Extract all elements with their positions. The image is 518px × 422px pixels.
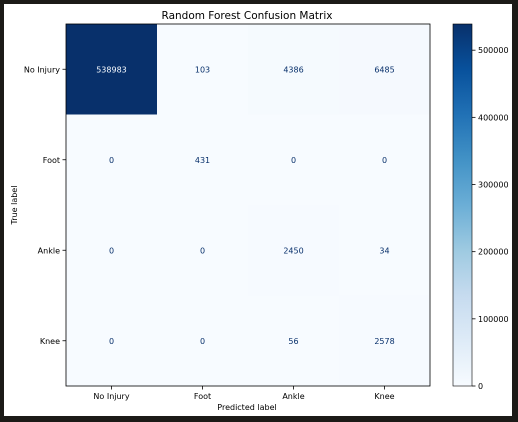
cell-value-label: 4386 xyxy=(283,65,303,74)
y-tick-label: Foot xyxy=(43,156,60,165)
cell-value-labels: 538983 103 4386 6485 0 431 0 0 0 0 2450 34 0 0 56 2578 xyxy=(96,65,394,346)
cell-value-label: 2450 xyxy=(283,246,303,255)
colorbar-ticks: 0 100000 200000 300000 400000 500000 xyxy=(472,46,509,391)
heatmap-cell xyxy=(248,295,340,387)
chart-title: Random Forest Confusion Matrix xyxy=(162,10,333,22)
y-tick-label: Ankle xyxy=(38,246,60,255)
heatmap-cell xyxy=(339,114,431,206)
y-axis-ticks: No Injury Foot Ankle Knee xyxy=(24,65,66,346)
plot-border xyxy=(65,23,431,387)
cell-value-label: 0 xyxy=(109,246,114,255)
x-axis-label: Predicted label xyxy=(217,403,276,412)
cell-value-label: 0 xyxy=(109,337,114,346)
colorbar-tick-label: 300000 xyxy=(478,181,509,190)
cell-value-label: 6485 xyxy=(374,65,394,74)
heatmap-cell xyxy=(66,24,158,115)
cell-value-label: 56 xyxy=(288,337,298,346)
heatmap-cell xyxy=(66,205,158,296)
heatmap-cell xyxy=(157,114,249,206)
cell-value-label: 0 xyxy=(291,156,296,165)
y-axis-label: True label xyxy=(10,186,19,226)
cell-value-label: 431 xyxy=(195,156,210,165)
colorbar xyxy=(452,23,473,387)
chart-figure: Random Forest Confusion Matrix 538983 103… xyxy=(4,4,512,416)
heatmap-cell xyxy=(157,24,249,115)
heatmap-cell xyxy=(248,24,340,115)
heatmap-cell xyxy=(66,295,158,387)
cell-value-label: 2578 xyxy=(374,337,394,346)
heatmap-cell xyxy=(339,295,431,387)
cell-value-label: 0 xyxy=(200,337,205,346)
x-tick-label: Ankle xyxy=(282,392,304,401)
colorbar-tick-label: 100000 xyxy=(478,315,509,324)
heatmap-cell xyxy=(248,205,340,296)
heatmap-cells xyxy=(66,24,431,387)
y-tick-label: No Injury xyxy=(24,65,60,74)
x-tick-label: Knee xyxy=(374,392,394,401)
heatmap-cell xyxy=(339,205,431,296)
heatmap-cell xyxy=(157,205,249,296)
colorbar-tick-label: 200000 xyxy=(478,248,509,257)
cell-value-label: 0 xyxy=(200,246,205,255)
x-tick-label: No Injury xyxy=(93,392,129,401)
colorbar-tick-label: 500000 xyxy=(478,46,509,55)
confusion-matrix-chart: Random Forest Confusion Matrix 538983 103… xyxy=(10,10,509,412)
heatmap-cell xyxy=(66,114,158,206)
cell-value-label: 0 xyxy=(109,156,114,165)
heatmap-cell xyxy=(339,24,431,115)
cell-value-label: 103 xyxy=(195,65,210,74)
y-tick-label: Knee xyxy=(40,337,60,346)
cell-value-label: 538983 xyxy=(96,65,127,74)
x-tick-label: Foot xyxy=(194,392,211,401)
colorbar-tick-label: 400000 xyxy=(478,113,509,122)
colorbar-tick-label: 0 xyxy=(478,382,483,391)
heatmap-cell xyxy=(248,114,340,206)
heatmap-cell xyxy=(157,295,249,387)
cell-value-label: 34 xyxy=(379,246,389,255)
x-axis-ticks: No Injury Foot Ankle Knee xyxy=(93,386,395,401)
cell-value-label: 0 xyxy=(382,156,387,165)
